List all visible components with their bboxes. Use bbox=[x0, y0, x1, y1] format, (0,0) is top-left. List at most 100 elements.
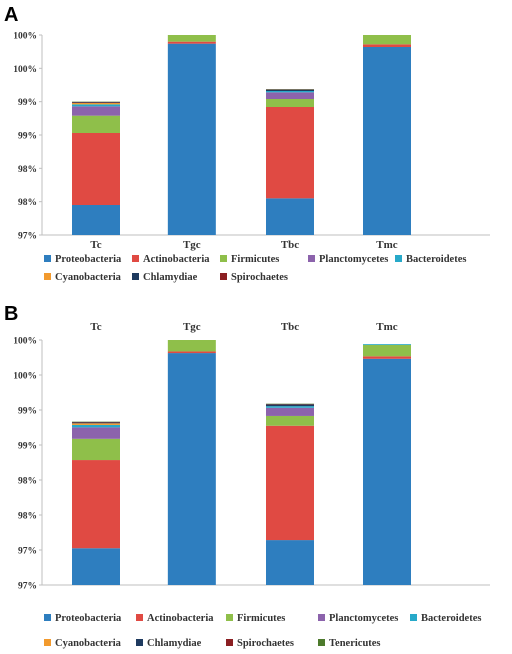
legend-label: Planctomycetes bbox=[329, 613, 398, 624]
legend-swatch bbox=[44, 639, 51, 646]
bar-segment-cyanobacteria bbox=[72, 423, 120, 425]
legend-label: Cyanobacteria bbox=[55, 272, 122, 283]
legend-swatch bbox=[226, 639, 233, 646]
bar-segment-actinobacteria bbox=[363, 356, 411, 359]
legend-label: Planctomycetes bbox=[319, 254, 388, 265]
bar-segment-firmicutes bbox=[266, 415, 314, 426]
bar-segment-firmicutes bbox=[266, 99, 314, 107]
legend-swatch bbox=[226, 614, 233, 621]
category-label: Tc bbox=[90, 321, 101, 333]
bar-segment-proteobacteria bbox=[266, 540, 314, 585]
bar-segment-actinobacteria bbox=[167, 41, 216, 44]
bar-segment-firmicutes bbox=[167, 35, 216, 42]
legend-swatch bbox=[410, 614, 417, 621]
y-tick-label: 100% bbox=[13, 32, 37, 42]
legend-label: Chlamydiae bbox=[147, 638, 202, 649]
legend-label: Tenericutes bbox=[329, 638, 381, 649]
bar-segment-actinobacteria bbox=[167, 351, 216, 354]
legend-swatch bbox=[44, 255, 51, 262]
legend-swatch bbox=[132, 273, 139, 280]
panel-label: B bbox=[4, 303, 18, 325]
legend-label: Cyanobacteria bbox=[55, 638, 122, 649]
category-label: Tbc bbox=[281, 321, 299, 333]
bar-segment-bacteroidetes bbox=[72, 424, 120, 428]
panel-label: A bbox=[4, 4, 18, 26]
bar-segment-bacteroidetes bbox=[266, 91, 314, 93]
legend-swatch bbox=[136, 614, 143, 621]
legend-label: Firmicutes bbox=[237, 613, 285, 624]
y-tick-label: 97% bbox=[18, 232, 37, 242]
legend-label: Proteobacteria bbox=[55, 254, 122, 265]
y-tick-label: 99% bbox=[18, 132, 37, 142]
y-tick-label: 97% bbox=[18, 582, 37, 592]
y-tick-label: 98% bbox=[18, 165, 37, 175]
legend-swatch bbox=[44, 273, 51, 280]
bar-segment-firmicutes bbox=[72, 115, 120, 133]
panel-b: B 97% 97% 98% 98% 99% 99% 100% 100% Tc Tgc Tbc Tmc Pr… bbox=[4, 303, 490, 649]
y-tick-label: 100% bbox=[13, 372, 37, 382]
bar-segment-actinobacteria bbox=[266, 425, 314, 541]
bar-segment-actinobacteria bbox=[363, 44, 411, 47]
y-tick-label: 98% bbox=[18, 512, 37, 522]
legend-label: Proteobacteria bbox=[55, 613, 122, 624]
bar-segment-proteobacteria bbox=[167, 43, 216, 235]
legend-label: Firmicutes bbox=[231, 254, 279, 265]
legend-label: Spirochaetes bbox=[231, 272, 288, 283]
legend-swatch bbox=[395, 255, 402, 262]
bar-segment-planctomycetes bbox=[72, 106, 120, 116]
bar-segment-bacteroidetes bbox=[72, 104, 120, 107]
category-label: Tbc bbox=[281, 239, 299, 251]
legend-swatch bbox=[318, 639, 325, 646]
bar-segment-chlamydiae bbox=[266, 404, 314, 407]
legend-label: Actinobacteria bbox=[143, 254, 210, 265]
bar-segment-bacteroidetes bbox=[363, 344, 411, 345]
bar-segment-proteobacteria bbox=[72, 205, 120, 235]
panel-a: A 97% 98% 98% 99% 99% 100% 100% Tc Tgc Tbc Tmc Prote… bbox=[4, 4, 490, 283]
legend-swatch bbox=[136, 639, 143, 646]
bar-segment-chlamydiae bbox=[72, 102, 120, 103]
bar-segment-chlamydiae bbox=[72, 422, 120, 424]
category-label: Tc bbox=[90, 239, 101, 251]
legend-label: Bacteroidetes bbox=[421, 613, 481, 624]
y-tick-label: 98% bbox=[18, 477, 37, 487]
bar-segment-firmicutes bbox=[363, 35, 411, 45]
category-label: Tgc bbox=[183, 239, 201, 251]
legend-swatch bbox=[308, 255, 315, 262]
bar-segment-planctomycetes bbox=[72, 427, 120, 439]
legend-label: Actinobacteria bbox=[147, 613, 214, 624]
legend-label: Chlamydiae bbox=[143, 272, 198, 283]
bar-segment-proteobacteria bbox=[363, 358, 411, 585]
bar-segment-planctomycetes bbox=[266, 407, 314, 416]
y-tick-label: 100% bbox=[13, 337, 37, 347]
bar-segment-chlamydiae bbox=[266, 89, 314, 91]
y-tick-label: 99% bbox=[18, 442, 37, 452]
y-tick-label: 100% bbox=[13, 65, 37, 75]
bar-segment-actinobacteria bbox=[72, 133, 120, 205]
legend-label: Spirochaetes bbox=[237, 638, 294, 649]
bar-segment-actinobacteria bbox=[266, 107, 314, 199]
y-tick-label: 99% bbox=[18, 98, 37, 108]
bar-segment-bacteroidetes bbox=[266, 406, 314, 408]
legend-swatch bbox=[132, 255, 139, 262]
bar-segment-cyanobacteria bbox=[72, 103, 120, 105]
bar-segment-firmicutes bbox=[72, 438, 120, 461]
bar-segment-proteobacteria bbox=[167, 353, 216, 585]
bar-segment-proteobacteria bbox=[363, 47, 411, 235]
bar-segment-proteobacteria bbox=[266, 198, 314, 235]
legend-swatch bbox=[44, 614, 51, 621]
bar-segment-actinobacteria bbox=[72, 460, 120, 549]
legend-swatch bbox=[220, 255, 227, 262]
bar-segment-planctomycetes bbox=[266, 92, 314, 99]
legend-swatch bbox=[220, 273, 227, 280]
category-label: Tgc bbox=[183, 321, 201, 333]
y-tick-label: 98% bbox=[18, 198, 37, 208]
y-tick-label: 99% bbox=[18, 407, 37, 417]
legend-swatch bbox=[318, 614, 325, 621]
bar-segment-proteobacteria bbox=[72, 548, 120, 585]
y-tick-label: 97% bbox=[18, 547, 37, 557]
bar-segment-firmicutes bbox=[167, 340, 216, 352]
legend-label: Bacteroidetes bbox=[406, 254, 466, 265]
category-label: Tmc bbox=[376, 321, 398, 333]
bar-segment-firmicutes bbox=[363, 344, 411, 357]
